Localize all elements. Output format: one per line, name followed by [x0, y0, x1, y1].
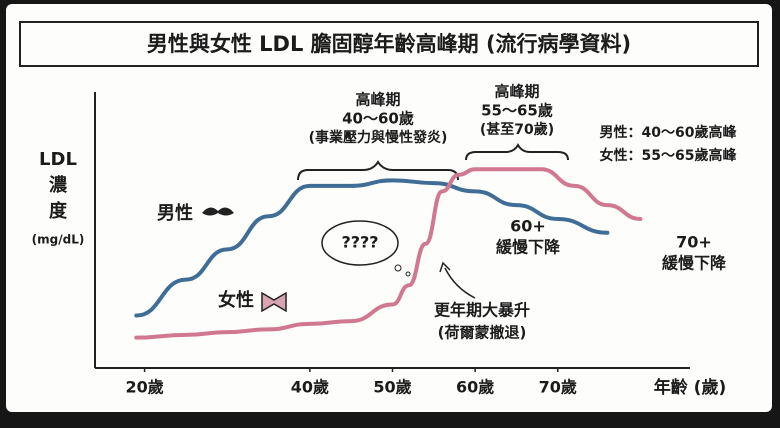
x-axis-label: 年齡 (歲) — [654, 377, 726, 398]
annotation: 緩慢下降 — [662, 254, 727, 273]
bowtie-icon — [261, 291, 287, 313]
x-tick-label: 60歲 — [456, 378, 494, 397]
annotation: 高峰期 — [355, 91, 400, 109]
arrow — [444, 267, 476, 299]
annotation: 緩慢下降 — [496, 238, 561, 257]
annotation: (甚至70歲) — [480, 121, 554, 138]
x-tick-label: 50歲 — [373, 378, 411, 397]
title-box — [19, 21, 759, 67]
annotation: 55～65歲 — [481, 102, 553, 120]
x-tick-label: 40歲 — [291, 378, 329, 397]
mustache-icon — [202, 207, 234, 216]
annotation: ???? — [341, 233, 378, 252]
series-line — [134, 167, 643, 340]
y-axis-label: 濃 — [49, 174, 68, 196]
annotation: 更年期大暴升 — [434, 301, 530, 320]
annotation: 男性：40～60歲高峰 — [600, 124, 738, 141]
y-axis-label: (mg/dL) — [32, 233, 85, 247]
legend-label: 女性 — [218, 289, 254, 311]
legend-label: 男性 — [157, 202, 193, 224]
chart-title: 男性與女性 LDL 膽固醇年齡高峰期 (流行病學資料) — [147, 32, 631, 56]
thought-dot — [394, 264, 402, 272]
y-axis-label: 度 — [49, 200, 68, 222]
brace — [297, 160, 459, 181]
thought-dot — [405, 271, 411, 277]
thought-bubble — [321, 220, 399, 266]
annotation: 60+ — [510, 217, 546, 236]
brace — [465, 142, 569, 161]
annotation: 40～60歲 — [342, 110, 414, 128]
annotation: 女性：55～65歲高峰 — [600, 147, 738, 164]
series-line — [134, 178, 610, 318]
panel — [6, 4, 772, 412]
x-tick-label: 20歲 — [125, 378, 163, 397]
y-axis-label: LDL — [39, 149, 77, 170]
arrowhead — [439, 261, 451, 273]
x-tick-label: 70歲 — [539, 378, 577, 397]
annotation: 高峰期 — [494, 83, 539, 101]
annotation: (事業壓力與慢性發炎) — [309, 129, 448, 146]
annotation: (荷爾蒙撤退) — [438, 324, 527, 342]
annotation: 70+ — [676, 233, 712, 252]
